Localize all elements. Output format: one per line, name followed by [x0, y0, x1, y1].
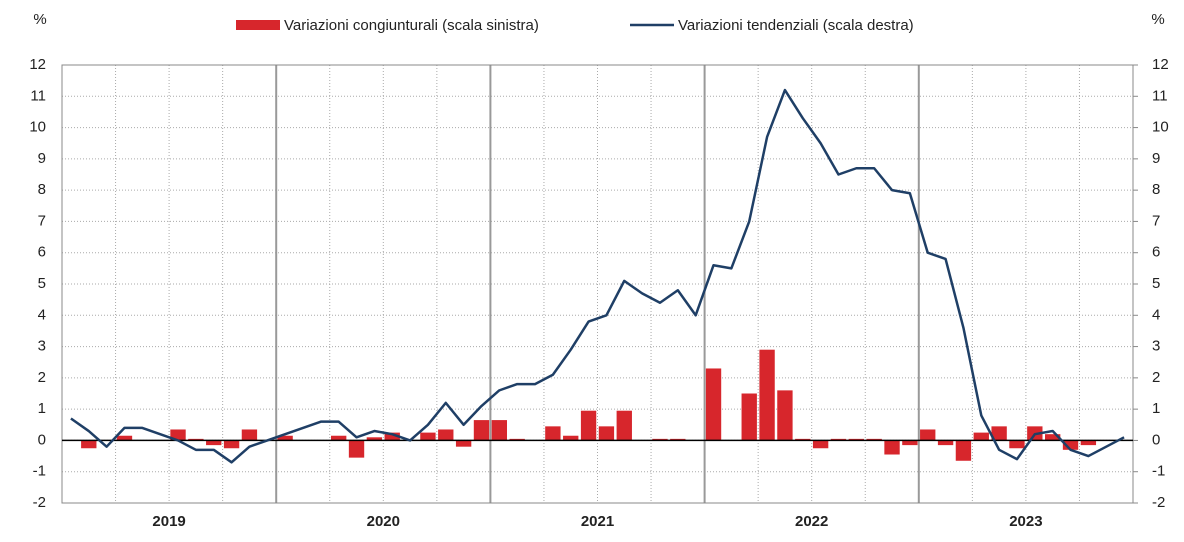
bar	[438, 429, 454, 441]
bar	[366, 437, 383, 441]
bar	[705, 368, 722, 441]
y2-tick-label: 11	[1152, 87, 1168, 104]
plot-frame	[61, 64, 1134, 504]
y2-tick-label: 8	[1152, 181, 1160, 198]
legend-swatch	[236, 20, 280, 30]
y2-tick-label: 0	[1152, 431, 1160, 448]
bar	[420, 432, 436, 441]
y-tick-label: 9	[38, 150, 46, 167]
bar	[973, 432, 989, 441]
bar	[116, 435, 133, 441]
bar	[777, 390, 793, 441]
x-tick-label: 2019	[152, 513, 185, 530]
y2-tick-label: 7	[1152, 212, 1160, 229]
bar	[652, 438, 668, 441]
bar	[795, 438, 811, 441]
bar	[241, 429, 258, 441]
legend-label: Variazioni tendenziali (scala destra)	[678, 17, 914, 34]
y2-tick-label: 2	[1152, 369, 1160, 386]
x-tick-label: 2023	[1009, 513, 1042, 530]
bar	[473, 420, 490, 441]
bar	[598, 426, 615, 441]
bar	[1044, 434, 1061, 441]
y2-tick-label: 3	[1152, 338, 1160, 355]
x-tick-label: 2021	[581, 513, 614, 530]
bar	[348, 440, 365, 458]
y2-tick-label: 6	[1152, 244, 1160, 261]
bar	[830, 438, 847, 441]
bar	[741, 393, 757, 441]
bar	[81, 440, 97, 449]
y2-axis-label: %	[1151, 11, 1164, 28]
bar	[884, 440, 900, 455]
y-tick-label: 0	[38, 431, 46, 448]
bar	[277, 435, 293, 441]
line	[70, 88, 1125, 464]
y-tick-label: 12	[29, 56, 46, 73]
bar	[937, 440, 954, 446]
bar	[1062, 440, 1079, 450]
y2-tick-label: -1	[1152, 463, 1165, 480]
bar	[545, 426, 561, 441]
bar	[866, 438, 882, 441]
y2-tick-label: 1	[1152, 400, 1160, 417]
bar	[384, 432, 400, 441]
bar	[1009, 440, 1025, 449]
bar	[580, 410, 597, 441]
x-tick-label: 2022	[795, 513, 828, 530]
x-tick-label: 2020	[367, 513, 400, 530]
y2-tick-label: 12	[1152, 56, 1169, 73]
y-tick-label: 11	[30, 87, 46, 104]
bar	[670, 438, 686, 441]
y-tick-label: 7	[38, 212, 46, 229]
bar	[223, 440, 240, 449]
y-tick-label: 2	[38, 369, 46, 386]
y-tick-label: 3	[38, 338, 46, 355]
bar	[920, 429, 936, 441]
bar	[509, 438, 525, 441]
bar	[491, 420, 508, 441]
y2-tick-label: 5	[1152, 275, 1160, 292]
bar	[616, 410, 632, 441]
legend-label: Variazioni congiunturali (scala sinistra…	[284, 17, 539, 34]
y-tick-label: 5	[38, 275, 46, 292]
bar	[759, 349, 775, 441]
bar	[188, 438, 204, 441]
bar	[455, 440, 472, 447]
bar	[991, 426, 1007, 441]
y-tick-label: 8	[38, 181, 46, 198]
bar	[848, 438, 865, 441]
y2-tick-label: 4	[1152, 306, 1160, 323]
bar	[206, 440, 222, 446]
y-tick-label: 1	[38, 400, 46, 417]
bar	[812, 440, 829, 449]
y-tick-label: 6	[38, 244, 46, 261]
y-tick-label: -1	[33, 463, 46, 480]
bar	[563, 435, 579, 441]
y-tick-label: -2	[33, 494, 46, 511]
y2-tick-label: -2	[1152, 494, 1165, 511]
bar	[170, 429, 186, 441]
y-axis-label: %	[33, 11, 46, 28]
bar	[330, 435, 347, 441]
y2-tick-label: 9	[1152, 150, 1160, 167]
bar	[955, 440, 972, 461]
bar	[902, 440, 918, 446]
bar	[1080, 440, 1097, 446]
y-tick-label: 4	[38, 306, 46, 323]
y-tick-label: 10	[29, 119, 46, 136]
y2-tick-label: 10	[1152, 119, 1169, 136]
